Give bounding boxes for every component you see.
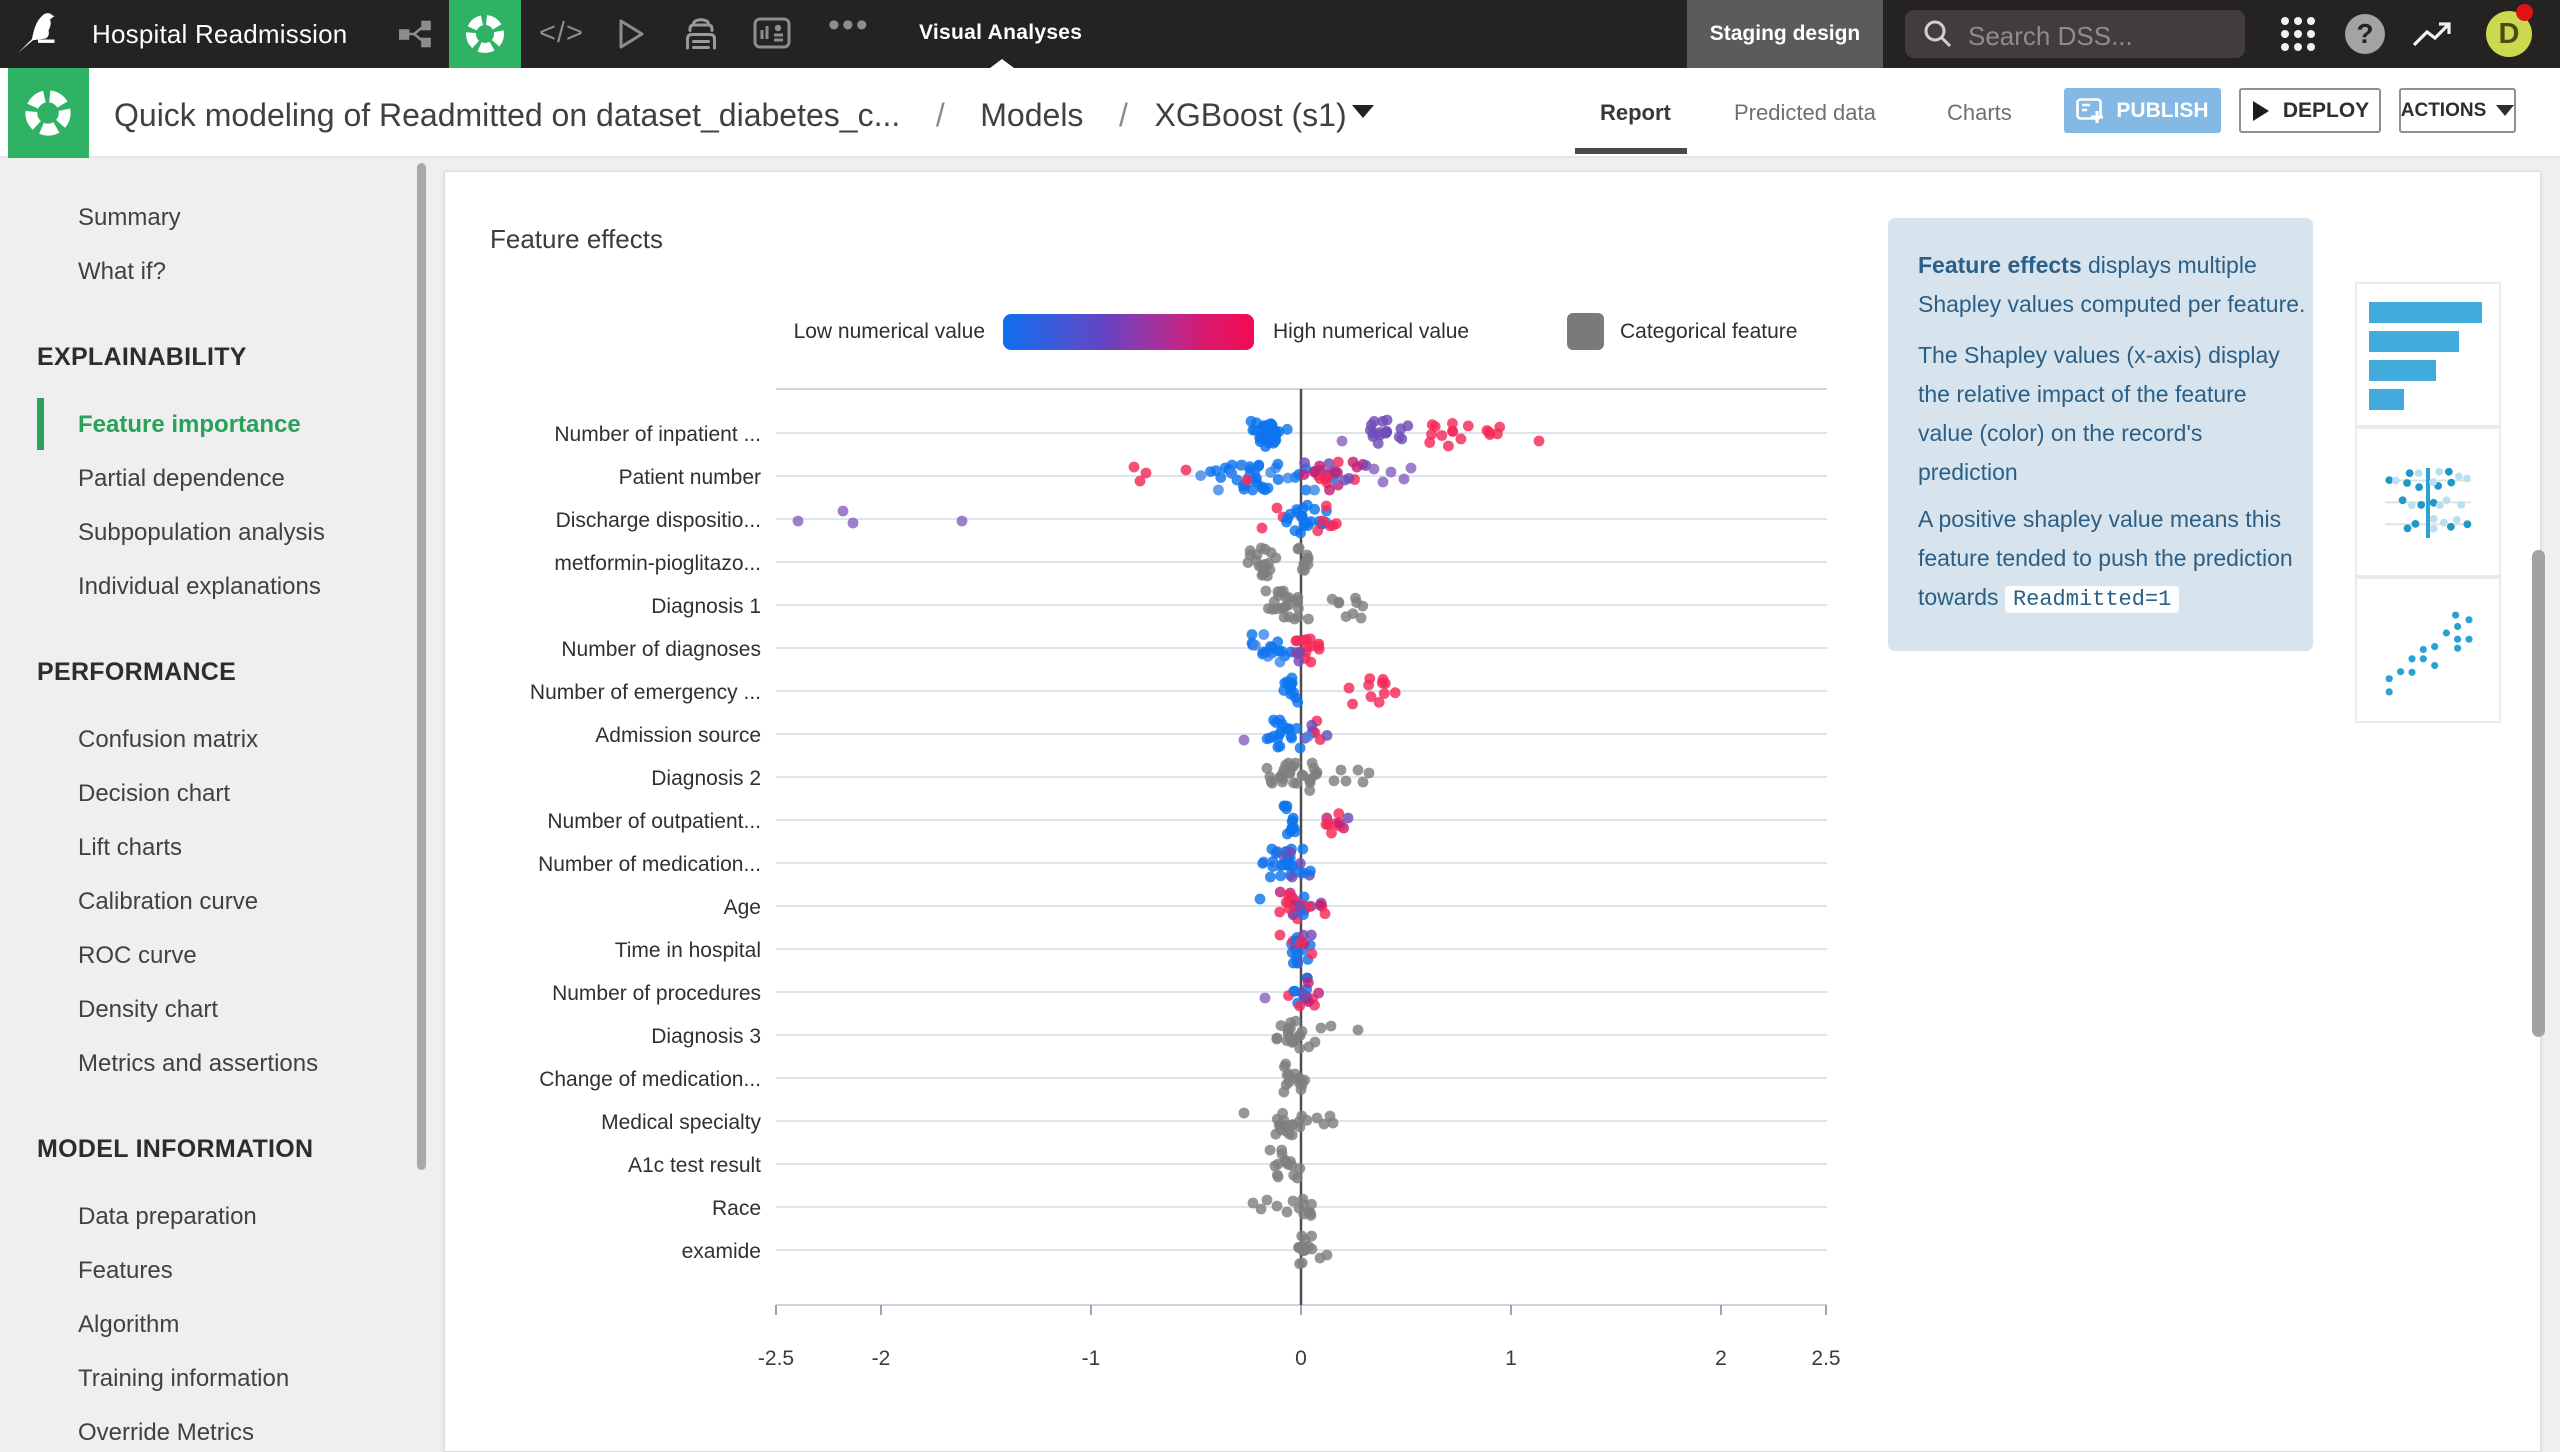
svg-text:-1: -1 [1082,1347,1101,1370]
svg-text:2.5: 2.5 [1811,1347,1840,1370]
svg-text:2: 2 [1715,1347,1727,1370]
svg-text:Number of procedures: Number of procedures [552,982,761,1005]
svg-text:Time in hospital: Time in hospital [615,939,761,962]
svg-text:Number of diagnoses: Number of diagnoses [561,638,761,661]
svg-text:1: 1 [1505,1347,1517,1370]
svg-text:metformin-pioglitazo...: metformin-pioglitazo... [554,552,761,575]
svg-text:Diagnosis 3: Diagnosis 3 [651,1025,761,1048]
svg-text:Race: Race [712,1197,761,1220]
svg-text:Medical specialty: Medical specialty [601,1111,761,1134]
svg-text:A1c test result: A1c test result [628,1154,761,1177]
svg-text:Number of medication...: Number of medication... [538,853,761,876]
svg-text:Diagnosis 2: Diagnosis 2 [651,767,761,790]
svg-text:Number of emergency ...: Number of emergency ... [530,681,761,704]
svg-text:0: 0 [1295,1347,1307,1370]
svg-text:Patient number: Patient number [619,466,761,489]
svg-text:Diagnosis 1: Diagnosis 1 [651,595,761,618]
svg-text:Number of outpatient...: Number of outpatient... [547,810,761,833]
svg-text:Admission source: Admission source [595,724,761,747]
svg-text:Discharge dispositio...: Discharge dispositio... [556,509,761,532]
svg-text:Change of medication...: Change of medication... [539,1068,761,1091]
svg-text:Age: Age [724,896,761,919]
svg-text:Number of inpatient ...: Number of inpatient ... [554,423,761,446]
svg-text:examide: examide [682,1240,761,1263]
svg-text:-2.5: -2.5 [758,1347,794,1370]
svg-text:-2: -2 [872,1347,891,1370]
